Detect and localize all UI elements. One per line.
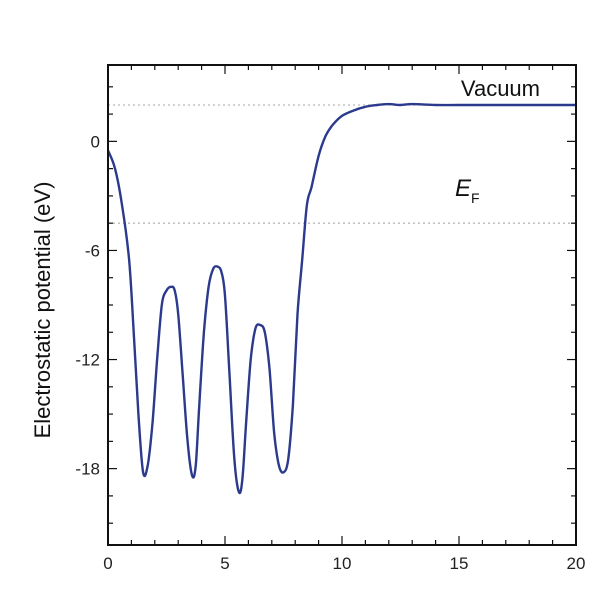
fermi-level-symbol: E bbox=[455, 175, 472, 202]
y-axis-label: Electrostatic potential (eV) bbox=[30, 182, 55, 439]
tick-layer: 0 5 10 15 20 0 -6 -12 -18 bbox=[75, 65, 585, 573]
y-tick-label: -6 bbox=[85, 241, 100, 260]
potential-curve bbox=[106, 102, 576, 495]
fermi-level-label: EF bbox=[455, 175, 480, 206]
x-tick-label: 10 bbox=[333, 554, 352, 573]
x-tick-label: 0 bbox=[103, 554, 112, 573]
series-layer bbox=[106, 102, 576, 495]
y-tick-label: -12 bbox=[75, 351, 100, 370]
x-tick-label: 20 bbox=[567, 554, 586, 573]
reference-lines bbox=[108, 104, 576, 224]
x-tick-label: 15 bbox=[450, 554, 469, 573]
y-tick-label: 0 bbox=[91, 132, 100, 151]
y-tick-label: -18 bbox=[75, 460, 100, 479]
fermi-level-subscript: F bbox=[471, 190, 480, 206]
vacuum-label: Vacuum bbox=[461, 76, 540, 101]
x-tick-label: 5 bbox=[220, 554, 229, 573]
